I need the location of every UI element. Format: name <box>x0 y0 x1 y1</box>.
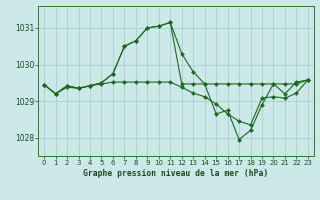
X-axis label: Graphe pression niveau de la mer (hPa): Graphe pression niveau de la mer (hPa) <box>84 169 268 178</box>
